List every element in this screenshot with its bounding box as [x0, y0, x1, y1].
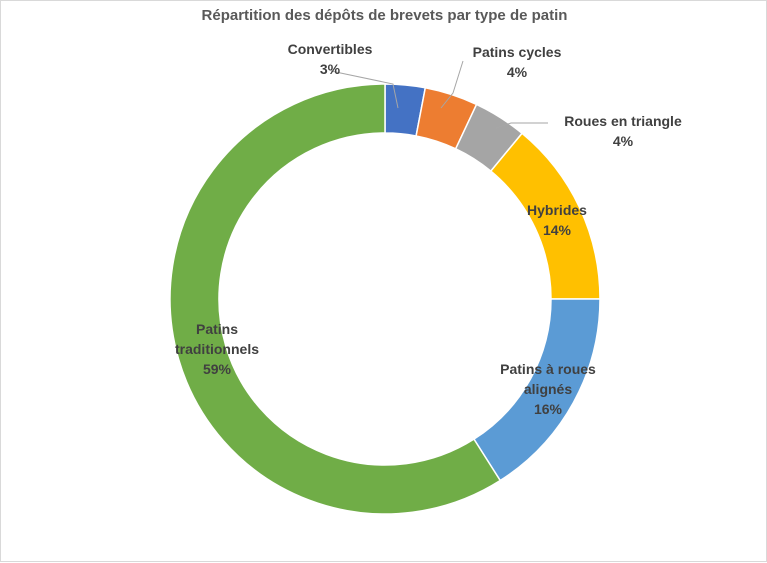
data-label-category: Hybrides: [527, 202, 587, 218]
data-label-category: alignés: [524, 381, 572, 397]
chart-title: Répartition des dépôts de brevets par ty…: [201, 7, 568, 24]
data-label-category: Roues en triangle: [564, 113, 682, 129]
leader-line: [330, 70, 399, 109]
data-label-category: Patins cycles: [473, 44, 562, 60]
data-label-category: Patins à roues: [500, 361, 596, 377]
donut-slice-patins-traditionnels: [169, 83, 502, 515]
data-label-percent: 14%: [543, 222, 572, 238]
leader-line: [440, 60, 464, 109]
data-label-category: Patins: [196, 321, 238, 337]
data-label-percent: 3%: [320, 61, 341, 77]
data-label-percent: 16%: [534, 401, 563, 417]
leader-line: [495, 122, 548, 129]
data-label-percent: 59%: [203, 361, 232, 377]
data-label-category: Convertibles: [288, 41, 373, 57]
data-label-category: traditionnels: [175, 341, 259, 357]
data-label-percent: 4%: [613, 133, 634, 149]
data-label-percent: 4%: [507, 64, 528, 80]
